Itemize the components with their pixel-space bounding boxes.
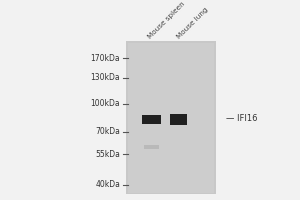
Text: 100kDa: 100kDa <box>91 99 120 108</box>
Text: 40kDa: 40kDa <box>95 180 120 189</box>
Bar <box>144 145 159 149</box>
Text: 170kDa: 170kDa <box>91 54 120 63</box>
Bar <box>142 115 161 124</box>
Bar <box>128 43 214 193</box>
Text: 70kDa: 70kDa <box>95 127 120 136</box>
Text: — IFI16: — IFI16 <box>226 114 258 123</box>
Bar <box>170 114 187 125</box>
Text: Mouse lung: Mouse lung <box>176 7 209 40</box>
Bar <box>126 41 216 194</box>
Text: Mouse spleen: Mouse spleen <box>147 1 187 40</box>
Text: 55kDa: 55kDa <box>95 150 120 159</box>
Text: 130kDa: 130kDa <box>91 73 120 82</box>
